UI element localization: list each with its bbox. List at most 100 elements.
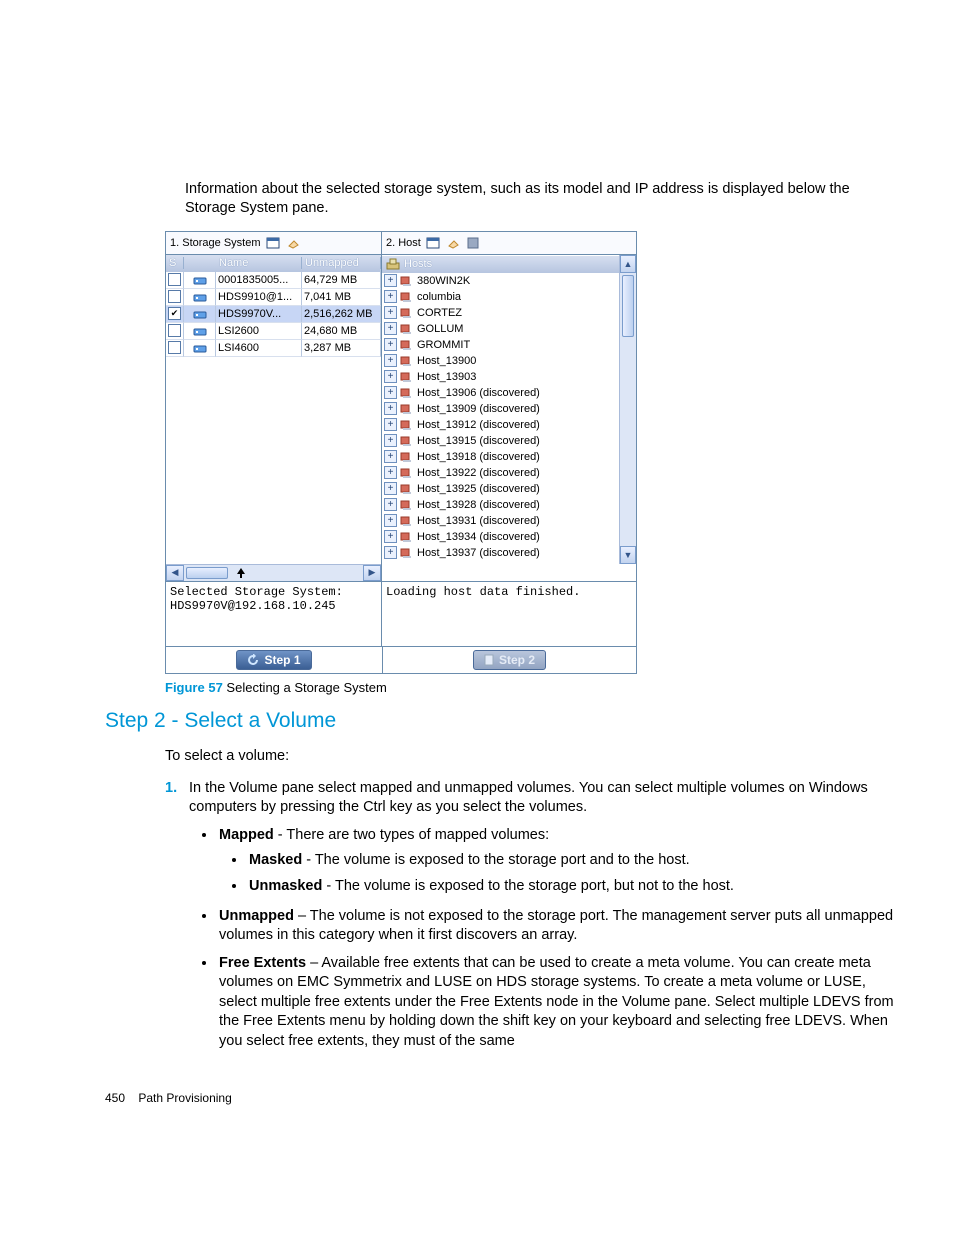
checkbox[interactable] <box>168 341 181 354</box>
host-label: Host_13909 <box>417 403 476 415</box>
table-row[interactable]: LSI260024,680 MB <box>166 323 381 340</box>
step2-label: Step 2 <box>499 653 535 667</box>
expand-icon[interactable]: + <box>384 386 397 399</box>
storage-icon <box>193 325 207 337</box>
host-tree-item[interactable]: +Host_13925 (discovered) <box>382 481 619 497</box>
expand-icon[interactable]: + <box>384 514 397 527</box>
unmapped-text: – The volume is not exposed to the stora… <box>219 908 893 944</box>
expand-icon[interactable]: + <box>384 274 397 287</box>
host-suffix: (discovered) <box>479 435 540 447</box>
host-icon <box>400 387 414 399</box>
expand-icon[interactable]: + <box>384 338 397 351</box>
section-name: Path Provisioning <box>138 1091 231 1105</box>
scroll-thumb[interactable] <box>186 567 228 579</box>
host-tree-item[interactable]: +GROMMIT <box>382 337 619 353</box>
mapped-label: Mapped <box>219 827 274 843</box>
expand-icon[interactable]: + <box>384 322 397 335</box>
table-row[interactable]: ✔HDS9970V...2,516,262 MB <box>166 306 381 323</box>
host-icon <box>400 499 414 511</box>
host-tree-item[interactable]: +Host_13918 (discovered) <box>382 449 619 465</box>
step2-button[interactable]: Step 2 <box>473 650 546 670</box>
host-tree-item[interactable]: +Host_13906 (discovered) <box>382 385 619 401</box>
host-tree-item[interactable]: +Host_13934 (discovered) <box>382 529 619 545</box>
host-label: Host_13906 <box>417 387 476 399</box>
host-pane-title: 2. Host <box>386 237 421 249</box>
checkbox[interactable] <box>168 324 181 337</box>
horizontal-scrollbar[interactable]: ◀ ▶ <box>166 564 381 581</box>
scroll-down-button[interactable]: ▼ <box>620 546 636 564</box>
host-tree-item[interactable]: +CORTEZ <box>382 305 619 321</box>
host-tree-item[interactable]: +380WIN2K <box>382 273 619 289</box>
figure-caption: Figure 57 Selecting a Storage System <box>165 680 894 695</box>
eraser-icon[interactable] <box>285 235 301 251</box>
scroll-track-v[interactable] <box>620 273 636 546</box>
host-label: Host_13931 <box>417 515 476 527</box>
host-icon <box>400 435 414 447</box>
step1-button[interactable]: Step 1 <box>236 650 311 670</box>
host-tree-item[interactable]: +Host_13931 (discovered) <box>382 513 619 529</box>
scroll-left-button[interactable]: ◀ <box>166 565 184 581</box>
expand-icon[interactable]: + <box>384 482 397 495</box>
checkbox[interactable] <box>168 290 181 303</box>
expand-icon[interactable]: + <box>384 290 397 303</box>
host-tree-item[interactable]: +Host_13928 (discovered) <box>382 497 619 513</box>
host-label: columbia <box>417 291 461 303</box>
checkbox[interactable]: ✔ <box>168 307 181 320</box>
table-row[interactable]: 0001835005...64,729 MB <box>166 272 381 289</box>
host-tree-item[interactable]: + columbia <box>382 289 619 305</box>
scroll-track[interactable] <box>184 565 363 581</box>
storage-status: Selected Storage System: HDS9970V@192.16… <box>166 582 382 646</box>
host-icon <box>400 307 414 319</box>
expand-icon[interactable]: + <box>384 546 397 559</box>
host-icon <box>400 515 414 527</box>
window-icon[interactable] <box>265 235 281 251</box>
host-tree-item[interactable]: +Host_13900 <box>382 353 619 369</box>
host-icon <box>400 403 414 415</box>
cell-name: 0001835005... <box>216 272 302 289</box>
expand-icon[interactable]: + <box>384 450 397 463</box>
host-label: Host_13915 <box>417 435 476 447</box>
expand-icon[interactable]: + <box>384 434 397 447</box>
expand-icon[interactable]: + <box>384 466 397 479</box>
window-icon[interactable] <box>425 235 441 251</box>
host-tree-item[interactable]: +GOLLUM <box>382 321 619 337</box>
expand-icon[interactable]: + <box>384 306 397 319</box>
cell-name: LSI2600 <box>216 323 302 340</box>
expand-icon[interactable]: + <box>384 498 397 511</box>
scroll-up-button[interactable]: ▲ <box>620 255 636 273</box>
scroll-right-button[interactable]: ▶ <box>363 565 381 581</box>
table-row[interactable]: LSI46003,287 MB <box>166 340 381 357</box>
disk-icon[interactable] <box>465 235 481 251</box>
host-label: Host_13918 <box>417 451 476 463</box>
table-row[interactable]: HDS9910@1...7,041 MB <box>166 289 381 306</box>
bullet-unmapped: Unmapped – The volume is not exposed to … <box>217 907 894 946</box>
expand-icon[interactable]: + <box>384 530 397 543</box>
expand-icon[interactable]: + <box>384 402 397 415</box>
host-tree-item[interactable]: +Host_13937 (discovered) <box>382 545 619 561</box>
col-name[interactable]: Name <box>216 257 302 269</box>
checkbox[interactable] <box>168 273 181 286</box>
expand-icon[interactable]: + <box>384 370 397 383</box>
host-label: Host_13903 <box>417 371 476 383</box>
step-item-1: 1. In the Volume pane select mapped and … <box>165 779 894 1052</box>
host-label: Host_13922 <box>417 467 476 479</box>
host-status: Loading host data finished. <box>382 582 636 646</box>
host-icon <box>400 547 414 559</box>
vertical-scrollbar[interactable]: ▲ ▼ <box>619 255 636 564</box>
expand-icon[interactable]: + <box>384 418 397 431</box>
hosts-header-label: Hosts <box>404 258 432 270</box>
eraser-icon[interactable] <box>445 235 461 251</box>
expand-icon[interactable]: + <box>384 354 397 367</box>
host-tree-item[interactable]: + Host_13915 (discovered) <box>382 433 619 449</box>
host-tree-item[interactable]: +Host_13909 (discovered) <box>382 401 619 417</box>
host-suffix: (discovered) <box>479 499 540 511</box>
host-icon <box>400 371 414 383</box>
col-unmapped[interactable]: Unmapped <box>302 257 381 269</box>
host-tree-item[interactable]: +Host_13912 (discovered) <box>382 417 619 433</box>
host-tree-item[interactable]: +Host_13922 (discovered) <box>382 465 619 481</box>
section-heading: Step 2 - Select a Volume <box>105 709 894 733</box>
host-tree-item[interactable]: + Host_13903 <box>382 369 619 385</box>
col-select[interactable]: S <box>166 257 184 269</box>
scroll-thumb-v[interactable] <box>622 275 634 337</box>
bullet-masked: Masked - The volume is exposed to the st… <box>247 851 894 871</box>
